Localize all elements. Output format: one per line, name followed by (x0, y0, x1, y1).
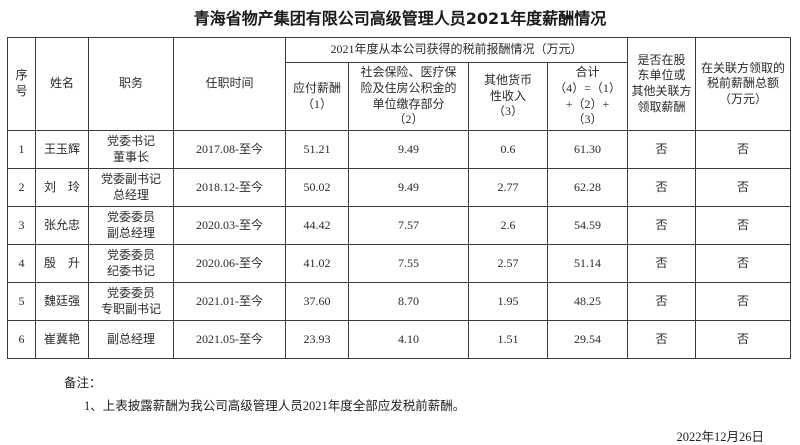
cell-related-party: 否 (627, 244, 697, 283)
note-item: 1、上表披露薪酬为我公司高级管理人员2021年度全部应发税前薪酬。 (84, 399, 466, 413)
cell-related-party: 否 (627, 130, 697, 169)
cell-tenure: 2020.03-至今 (173, 206, 286, 245)
cell-tenure: 2020.06-至今 (173, 244, 286, 283)
cell-salary: 51.21 (285, 130, 349, 169)
cell-tenure: 2021.01-至今 (173, 282, 286, 321)
cell-seq: 6 (7, 320, 36, 359)
cell-tenure: 2018.12-至今 (173, 168, 286, 207)
cell-position: 副总经理 (88, 320, 174, 359)
notes-label: 备注： (64, 376, 102, 390)
col-header-position: 职务 (88, 37, 174, 131)
cell-other-income: 2.57 (468, 244, 548, 283)
col-header-tenure: 任职时间 (173, 37, 286, 131)
cell-insurance: 8.70 (348, 282, 469, 321)
cell-other-income: 0.6 (468, 130, 548, 169)
cell-salary: 44.42 (285, 206, 349, 245)
cell-insurance: 7.55 (348, 244, 469, 283)
table-row: 3 张允忠 党委委员 副总经理 2020.03-至今 44.42 7.57 2.… (7, 206, 792, 245)
cell-name: 张允忠 (35, 206, 89, 245)
cell-total: 54.59 (546, 206, 629, 245)
cell-position: 党委副书记 总经理 (88, 168, 174, 207)
col-header-insurance: 社会保险、医疗保 险及住房公积金的 单位缴存部分 （2） (348, 62, 469, 131)
cell-seq: 1 (7, 130, 36, 169)
cell-tenure: 2021.05-至今 (173, 320, 286, 359)
cell-related-party: 否 (627, 168, 697, 207)
cell-position: 党委委员 专职副书记 (88, 282, 174, 321)
table-row: 6 崔冀艳 副总经理 2021.05-至今 23.93 4.10 1.51 29… (7, 320, 792, 359)
cell-related-party: 否 (627, 206, 697, 245)
cell-position: 党委委员 副总经理 (88, 206, 174, 245)
cell-salary: 23.93 (285, 320, 349, 359)
header-row-1: 序 号 姓名 职务 任职时间 2021年度从本公司获得的税前报酬情况（万元） 是… (7, 37, 792, 131)
cell-insurance: 9.49 (348, 168, 469, 207)
cell-seq: 3 (7, 206, 36, 245)
col-header-related-party: 是否在股 东单位或 其他关联方 领取薪酬 (627, 37, 697, 131)
cell-position: 党委委员 纪委书记 (88, 244, 174, 283)
col-header-compensation-group: 2021年度从本公司获得的税前报酬情况（万元） (284, 37, 629, 63)
cell-related-amount: 否 (695, 130, 792, 169)
cell-insurance: 9.49 (348, 130, 469, 169)
table-row: 5 魏廷强 党委委员 专职副书记 2021.01-至今 37.60 8.70 1… (7, 282, 792, 321)
col-header-seq: 序 号 (7, 37, 36, 131)
cell-name: 崔冀艳 (35, 320, 89, 359)
cell-name: 刘 玲 (35, 168, 89, 207)
header-row-2: 应付薪酬 （1） 社会保险、医疗保 险及住房公积金的 单位缴存部分 （2） 其他… (8, 62, 791, 131)
table-row: 1 王玉辉 党委书记 董事长 2017.08-至今 51.21 9.49 0.6… (7, 130, 792, 169)
cell-name: 魏廷强 (35, 282, 89, 321)
cell-seq: 2 (7, 168, 36, 207)
cell-total: 51.14 (546, 244, 629, 283)
cell-other-income: 2.77 (468, 168, 548, 207)
col-header-related-amount: 在关联方领取的 税前薪酬总额 （万元） (695, 37, 792, 131)
cell-total: 61.30 (546, 130, 629, 169)
cell-total: 48.25 (546, 282, 629, 321)
table-row: 2 刘 玲 党委副书记 总经理 2018.12-至今 50.02 9.49 2.… (7, 168, 792, 207)
cell-related-amount: 否 (695, 244, 792, 283)
cell-related-party: 否 (627, 320, 697, 359)
cell-name: 殷 升 (35, 244, 89, 283)
cell-total: 29.54 (546, 320, 629, 359)
cell-other-income: 1.51 (468, 320, 548, 359)
cell-insurance: 7.57 (348, 206, 469, 245)
cell-seq: 4 (7, 244, 36, 283)
col-header-name: 姓名 (35, 37, 89, 131)
cell-related-amount: 否 (695, 320, 792, 359)
cell-total: 62.28 (546, 168, 629, 207)
document-title: 青海省物产集团有限公司高级管理人员2021年度薪酬情况 (193, 9, 607, 28)
cell-related-amount: 否 (695, 168, 792, 207)
cell-related-amount: 否 (695, 206, 792, 245)
cell-other-income: 1.95 (468, 282, 548, 321)
col-header-salary: 应付薪酬 （1） (285, 62, 349, 131)
document-date: 2022年12月26日 (676, 430, 764, 444)
cell-salary: 37.60 (285, 282, 349, 321)
cell-salary: 50.02 (285, 168, 349, 207)
cell-related-amount: 否 (695, 282, 792, 321)
cell-name: 王玉辉 (35, 130, 89, 169)
cell-position: 党委书记 董事长 (88, 130, 174, 169)
cell-salary: 41.02 (285, 244, 349, 283)
cell-insurance: 4.10 (348, 320, 469, 359)
cell-tenure: 2017.08-至今 (173, 130, 286, 169)
cell-seq: 5 (7, 282, 36, 321)
col-header-total: 合计 （4）=（1） +（2）+ （3） (546, 62, 629, 131)
notes-section: 备注： 1、上表披露薪酬为我公司高级管理人员2021年度全部应发税前薪酬。 (0, 372, 800, 414)
salary-table: 序 号 姓名 职务 任职时间 2021年度从本公司获得的税前报酬情况（万元） 是… (7, 37, 792, 359)
cell-related-party: 否 (627, 282, 697, 321)
cell-other-income: 2.6 (468, 206, 548, 245)
table-row: 4 殷 升 党委委员 纪委书记 2020.06-至今 41.02 7.55 2.… (7, 244, 792, 283)
col-header-other-income: 其他货币 性收入 （3） (468, 62, 548, 131)
